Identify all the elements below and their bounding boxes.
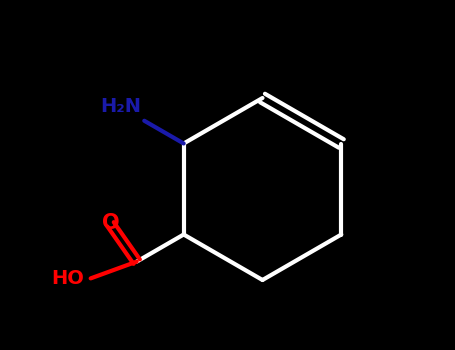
Text: H₂N: H₂N [100,97,141,116]
Text: O: O [102,212,119,233]
Text: HO: HO [51,269,84,288]
